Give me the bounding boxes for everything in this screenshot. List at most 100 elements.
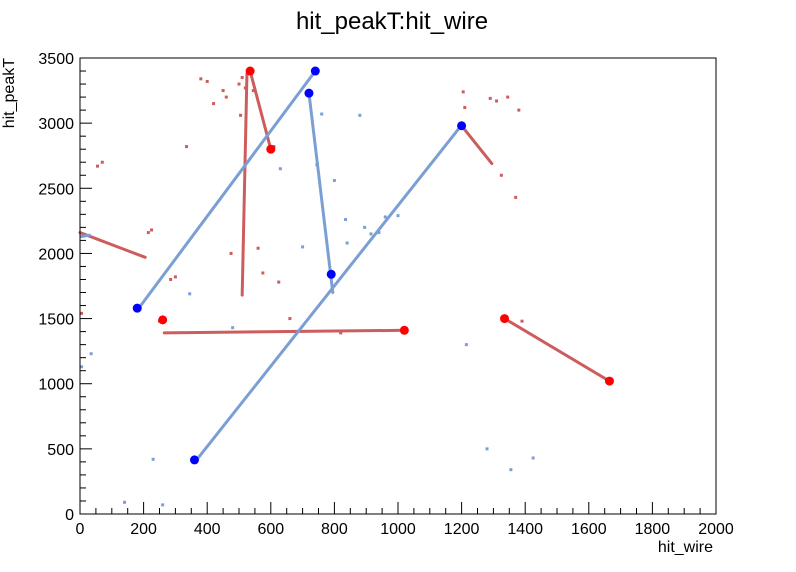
hit-point [358,113,362,117]
hit-point [369,232,373,236]
hit-point [243,86,247,90]
hit-track [503,317,611,383]
hit-point [224,95,228,99]
hit-point [514,195,518,199]
x-tick-label: 1400 [507,521,543,538]
hit-point [278,167,282,171]
hit-point [345,241,349,245]
y-axis: 0 500 1000 1500 2000 2500 3000 3500 [38,51,92,524]
hit-point [239,113,243,117]
data-layer [78,66,614,507]
vertex-marker [399,325,409,335]
x-tick-label: 1600 [571,521,607,538]
x-tick-label: 400 [194,521,221,538]
hit-point [315,163,319,167]
hit-point [509,468,513,472]
plot-frame [79,57,717,515]
hit-track [80,233,92,238]
vertex-marker [326,269,336,279]
hit-point [520,319,524,323]
hit-point [517,108,521,112]
hit-track [137,69,317,310]
y-tick-label: 2500 [38,181,74,198]
hit-track [307,91,335,295]
hit-point [256,246,260,250]
hit-point [151,457,155,461]
x-tick-label: 800 [321,521,348,538]
chart-title: hit_peakT:hit_wire [296,8,488,35]
hit-point [463,106,467,110]
hit-point [499,173,503,177]
hit-point [146,231,150,235]
hit-point [95,164,99,168]
hit-point [363,225,367,229]
hit-point [288,317,292,321]
hit-point [237,82,241,86]
y-tick-label: 3500 [38,51,74,68]
vertex-marker [245,66,255,76]
y-tick-label: 1000 [38,377,74,394]
vertex-marker [304,88,314,98]
hit-point [332,178,336,182]
vertex-marker [500,314,510,324]
hit-point [231,326,235,330]
hit-point [199,77,203,81]
hit-point [150,228,154,232]
hit-point [377,231,381,235]
hit-point [464,343,468,347]
hit-point [89,352,93,356]
x-tick-label: 1200 [444,521,480,538]
x-tick-label: 1800 [635,521,671,538]
hit-point [261,271,265,275]
hit-point [185,145,189,149]
x-tick-label: 0 [76,521,85,538]
vertex-marker [158,315,168,325]
hit-track [162,328,408,335]
vertex-marker [189,455,199,465]
hit-point [123,500,127,504]
y-tick-label: 3000 [38,116,74,133]
hit-point [80,365,84,369]
hit-point [212,102,216,106]
hit-point [229,251,233,255]
hit-point [495,99,499,103]
x-axis-label: hit_wire [658,539,713,556]
vertex-marker [604,376,614,386]
hit-point [339,331,343,335]
hit-point [461,90,465,94]
hit-point [277,280,281,284]
x-axis: 0 200 400 600 800 1000 1200 1400 1600 1800 2000 [76,502,734,538]
hit-point [383,215,387,219]
hit-point [173,275,177,279]
y-axis-label: hit_peakT [1,58,18,128]
x-tick-label: 200 [130,521,157,538]
x-tick-label: 2000 [698,521,734,538]
y-tick-label: 500 [47,442,74,459]
hit-point [396,214,400,218]
vertex-marker [310,66,320,76]
hit-point [221,89,225,93]
hit-track [240,72,249,297]
hit-track [460,124,494,166]
hit-point [301,245,305,249]
hit-track [78,231,147,259]
hit-point [320,112,324,116]
x-tick-label: 600 [257,521,284,538]
hit-point [251,89,255,93]
hit-point [506,95,510,99]
hit-point [205,79,209,83]
hit-point [485,447,489,451]
hit-point [240,76,244,80]
hit-track [194,123,464,463]
hit-point [344,218,348,222]
hit-point [80,311,84,315]
vertex-marker [132,303,142,313]
vertex-marker [266,144,276,154]
hit-point [188,292,192,296]
hit-point [169,277,173,281]
y-tick-label: 0 [65,507,74,524]
y-tick-label: 2000 [38,246,74,263]
hit-point [488,96,492,100]
